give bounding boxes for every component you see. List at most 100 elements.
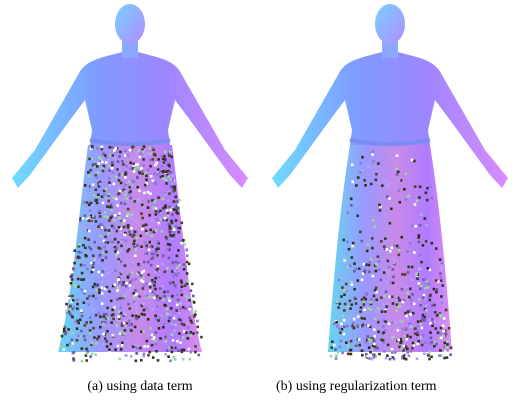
point-sample xyxy=(98,289,101,292)
point-sample xyxy=(176,267,179,270)
point-sample xyxy=(105,188,108,191)
point-sample xyxy=(117,305,120,308)
point-sample xyxy=(86,352,89,355)
point-sample xyxy=(164,304,167,307)
point-sample xyxy=(417,340,420,343)
point-sample xyxy=(183,263,186,266)
point-sample xyxy=(379,209,382,212)
point-sample xyxy=(124,329,127,332)
point-sample xyxy=(377,162,380,165)
point-sample xyxy=(161,263,164,266)
point-sample xyxy=(93,283,96,286)
point-sample xyxy=(373,335,376,338)
point-sample xyxy=(400,328,403,331)
point-sample xyxy=(157,359,160,362)
point-sample xyxy=(80,309,83,312)
point-sample xyxy=(424,341,427,344)
point-sample xyxy=(136,347,139,350)
point-sample xyxy=(409,336,412,339)
point-sample xyxy=(104,241,107,244)
point-sample xyxy=(350,187,353,190)
point-sample xyxy=(141,313,144,316)
point-sample xyxy=(363,179,366,182)
point-sample xyxy=(419,224,422,227)
point-sample xyxy=(162,299,165,302)
point-sample xyxy=(381,310,384,313)
point-sample xyxy=(70,275,73,278)
point-sample xyxy=(401,236,404,239)
point-sample xyxy=(152,206,155,209)
point-sample xyxy=(339,328,342,331)
point-sample xyxy=(150,264,153,267)
point-sample xyxy=(159,316,162,319)
point-sample xyxy=(443,346,446,349)
point-sample xyxy=(378,260,381,263)
point-sample xyxy=(148,225,151,228)
point-sample xyxy=(414,225,417,228)
point-sample xyxy=(189,358,192,361)
point-sample xyxy=(165,340,168,343)
point-sample xyxy=(134,326,137,329)
point-sample xyxy=(343,319,346,322)
point-sample xyxy=(158,196,161,199)
point-sample xyxy=(89,332,92,335)
point-sample xyxy=(355,302,358,305)
point-sample xyxy=(84,214,87,217)
point-sample xyxy=(164,150,167,153)
point-sample xyxy=(386,305,389,308)
point-sample xyxy=(131,271,134,274)
point-sample xyxy=(189,308,192,311)
point-sample xyxy=(144,241,147,244)
point-sample xyxy=(381,184,384,187)
point-sample xyxy=(159,210,162,213)
point-sample xyxy=(375,263,378,266)
point-sample xyxy=(174,323,177,326)
point-sample xyxy=(126,197,129,200)
point-sample xyxy=(136,345,139,348)
point-sample xyxy=(413,303,416,306)
point-sample xyxy=(121,344,124,347)
point-sample xyxy=(123,187,126,190)
point-sample xyxy=(130,355,133,358)
point-sample xyxy=(419,337,422,340)
point-sample xyxy=(361,317,364,320)
point-sample xyxy=(345,341,348,344)
point-sample xyxy=(119,151,122,154)
point-sample xyxy=(93,194,96,197)
point-sample xyxy=(151,146,154,149)
point-sample xyxy=(349,307,352,310)
point-sample xyxy=(146,340,149,343)
point-sample xyxy=(158,327,161,330)
point-sample xyxy=(411,224,414,227)
point-sample xyxy=(158,276,161,279)
point-sample xyxy=(398,249,401,252)
point-sample xyxy=(178,231,181,234)
point-sample xyxy=(152,281,155,284)
point-sample xyxy=(344,303,347,306)
point-sample xyxy=(118,212,121,215)
point-sample xyxy=(116,168,119,171)
point-sample xyxy=(353,318,356,321)
point-sample xyxy=(125,354,128,357)
point-sample xyxy=(80,264,83,267)
point-sample xyxy=(143,309,146,312)
point-sample xyxy=(167,355,170,358)
point-sample xyxy=(192,332,195,335)
point-sample xyxy=(101,259,104,262)
point-sample xyxy=(407,271,410,274)
point-sample xyxy=(60,345,63,348)
point-sample xyxy=(372,150,375,153)
point-sample xyxy=(198,354,201,357)
point-sample xyxy=(130,214,133,217)
point-sample xyxy=(364,184,367,187)
point-sample xyxy=(158,172,161,175)
point-sample xyxy=(392,336,395,339)
point-sample xyxy=(114,269,117,272)
point-sample xyxy=(164,204,167,207)
point-sample xyxy=(145,230,148,233)
point-sample xyxy=(369,351,372,354)
point-sample xyxy=(171,213,174,216)
point-sample xyxy=(380,240,383,243)
point-sample xyxy=(127,154,130,157)
point-sample xyxy=(410,299,413,302)
